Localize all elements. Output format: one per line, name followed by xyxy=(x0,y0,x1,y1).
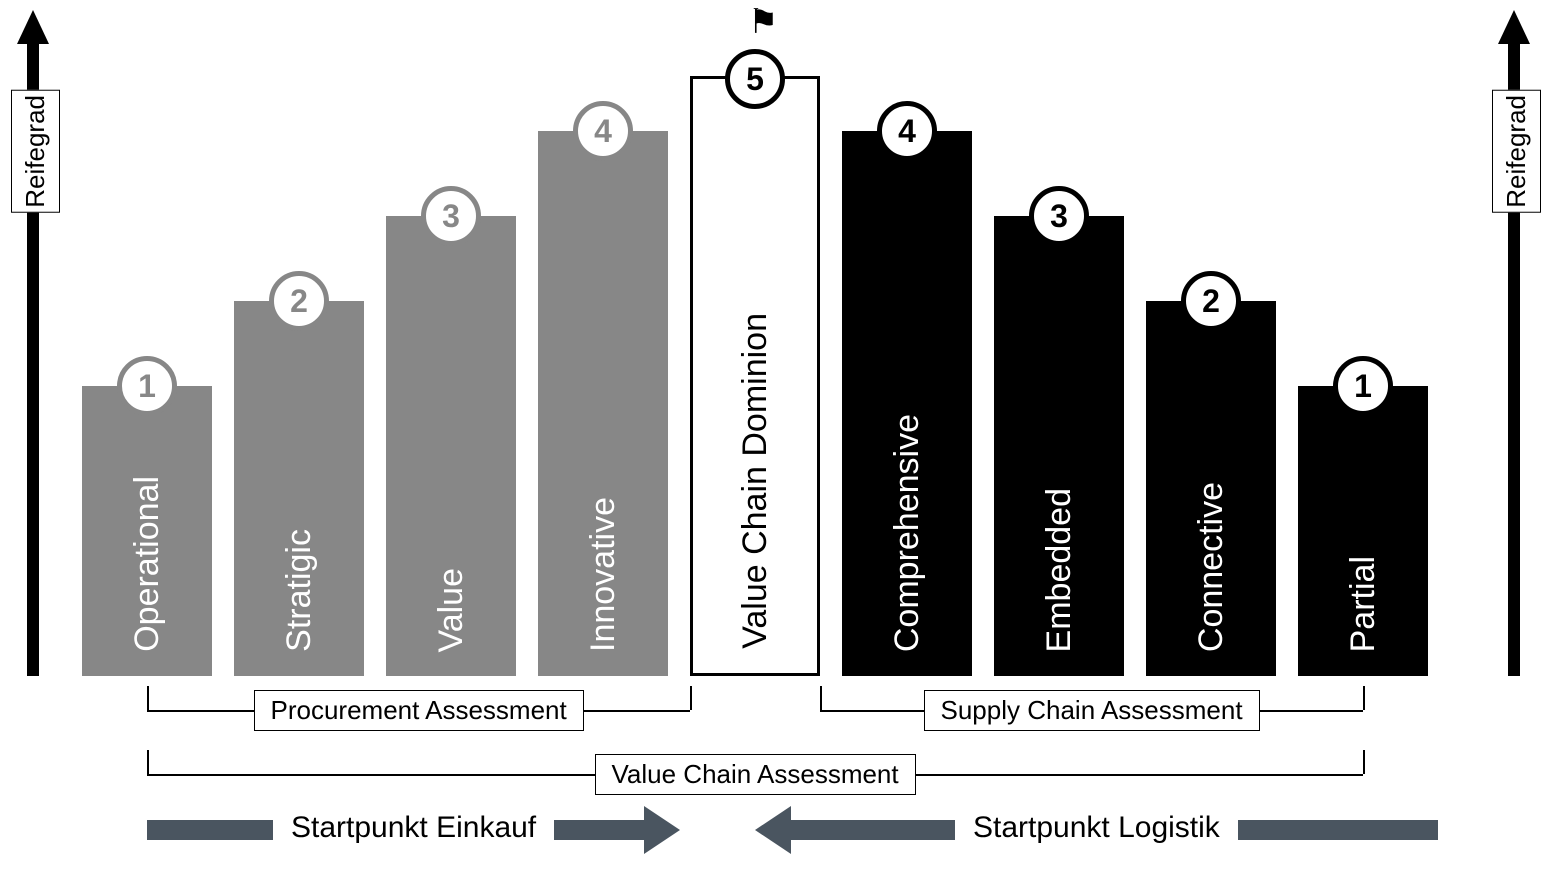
level-badge: 1 xyxy=(117,356,177,416)
bar-connective: Connective2 xyxy=(1146,301,1276,676)
bar-body: Operational1 xyxy=(82,386,212,676)
bar-body: Stratigic2 xyxy=(234,301,364,676)
bar-embedded: Embedded3 xyxy=(994,216,1124,676)
bracket-label: Procurement Assessment xyxy=(254,690,584,731)
bar-label: Comprehensive xyxy=(888,390,927,676)
bracket-label: Value Chain Assessment xyxy=(595,754,916,795)
bar-body: Embedded3 xyxy=(994,216,1124,676)
bracket-label: Supply Chain Assessment xyxy=(924,690,1260,731)
right-axis-arrowhead xyxy=(1498,10,1530,44)
level-badge: 5 xyxy=(725,49,785,109)
bar-label: Partial xyxy=(1344,532,1383,676)
start-arrow-label: Startpunkt Logistik xyxy=(955,809,1238,847)
bar-body: Partial1 xyxy=(1298,386,1428,676)
level-badge: 2 xyxy=(269,271,329,331)
bar-operational: Operational1 xyxy=(82,386,212,676)
level-badge: 3 xyxy=(421,186,481,246)
maturity-bars: Operational1Stratigic2Value3Innovative4V… xyxy=(82,0,1428,676)
start-arrow-left: Startpunkt Einkauf xyxy=(147,806,680,854)
left-axis-arrowhead xyxy=(17,10,49,44)
bar-label: Value Chain Dominion xyxy=(736,289,775,673)
bar-body: Value3 xyxy=(386,216,516,676)
bar-innovative: Innovative4 xyxy=(538,131,668,676)
bar-body: Connective2 xyxy=(1146,301,1276,676)
bar-label: Operational xyxy=(128,452,167,676)
level-badge: 4 xyxy=(877,101,937,161)
level-badge: 2 xyxy=(1181,271,1241,331)
bar-body: Innovative4 xyxy=(538,131,668,676)
arrowhead-right-icon xyxy=(644,806,680,854)
right-axis-label: Reifegrad xyxy=(1492,90,1541,213)
bar-label: Innovative xyxy=(584,473,623,676)
bar-comprehensive: Comprehensive4 xyxy=(842,131,972,676)
bar-body: Comprehensive4 xyxy=(842,131,972,676)
bar-label: Stratigic xyxy=(280,505,319,676)
level-badge: 1 xyxy=(1333,356,1393,416)
bar-stratigic: Stratigic2 xyxy=(234,301,364,676)
start-arrow-label: Startpunkt Einkauf xyxy=(273,809,554,847)
start-arrow-right: Startpunkt Logistik xyxy=(755,806,1438,854)
level-badge: 4 xyxy=(573,101,633,161)
bar-label: Embedded xyxy=(1040,464,1079,676)
bar-partial: Partial1 xyxy=(1298,386,1428,676)
arrowhead-left-icon xyxy=(755,806,791,854)
level-badge: 3 xyxy=(1029,186,1089,246)
bar-value-chain-dominion: Value Chain Dominion5⚑ xyxy=(690,76,820,676)
left-axis-label: Reifegrad xyxy=(11,90,60,213)
bar-label: Connective xyxy=(1192,458,1231,676)
bar-body: Value Chain Dominion5⚑ xyxy=(690,76,820,676)
bar-value: Value3 xyxy=(386,216,516,676)
flag-icon: ⚑ xyxy=(748,5,778,39)
bar-label: Value xyxy=(432,544,471,676)
